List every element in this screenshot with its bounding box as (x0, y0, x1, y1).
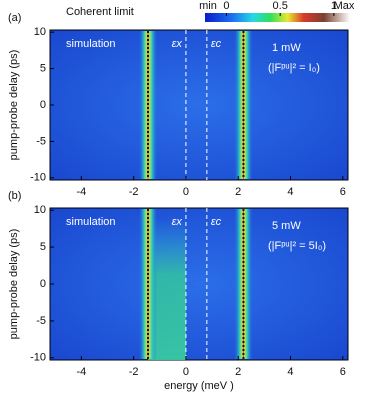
annotation-sub: (|Fᵖᵘ|² = 5I₀) (268, 240, 326, 252)
x-tick-label: 6 (340, 186, 346, 198)
y-tick-label: 5 (40, 62, 46, 74)
colorbar-max-label: Max (334, 0, 355, 12)
y-tick-label: -10 (30, 172, 46, 184)
resonance-band (234, 209, 253, 359)
y-tick-label: 0 (40, 99, 46, 111)
x-tick-label: 2 (235, 186, 241, 198)
marker-label: εx (172, 38, 183, 50)
chart-title: Coherent limit (66, 6, 134, 18)
annotation: 1 mW (272, 42, 301, 54)
x-tick-label: -4 (76, 366, 86, 378)
y-tick-label: 5 (40, 241, 46, 253)
y-tick-label: -5 (36, 135, 46, 147)
series-label: simulation (66, 38, 116, 50)
x-tick-label: 2 (235, 366, 241, 378)
colorbar (205, 13, 350, 22)
y-axis-label: pump-probe delay (ps) (8, 50, 20, 161)
x-tick-label: -2 (129, 186, 139, 198)
panel-label: (b) (8, 190, 21, 202)
y-tick-label: -5 (36, 315, 46, 327)
y-tick-label: -10 (30, 352, 46, 364)
colorbar-tick-label: 0.5 (273, 0, 288, 12)
marker-label: εx (172, 216, 183, 228)
y-tick-label: 10 (34, 204, 46, 216)
annotation-sub: (|Fᵖᵘ|² = I₀) (268, 62, 320, 74)
y-tick-label: 10 (34, 26, 46, 38)
x-tick-label: 4 (287, 366, 293, 378)
x-tick-label: 6 (340, 366, 346, 378)
x-tick-label: -4 (76, 186, 86, 198)
y-axis-label: pump-probe delay (ps) (8, 229, 20, 340)
x-axis-label: energy (meV ) (164, 380, 234, 392)
heatmap-background (49, 207, 349, 361)
resonance-band (139, 209, 158, 359)
x-tick-label: 0 (183, 186, 189, 198)
marker-label: εc (211, 38, 222, 50)
colorbar-tick-label: 0 (223, 0, 229, 12)
colorbar-min-label: min (199, 0, 217, 12)
heatmap-background (49, 29, 349, 181)
annotation: 5 mW (272, 220, 301, 232)
x-tick-label: 0 (183, 366, 189, 378)
colorbar-tick-label: 1 (331, 0, 337, 12)
marker-label: εc (211, 216, 222, 228)
x-tick-label: 4 (287, 186, 293, 198)
panel-label: (a) (8, 12, 21, 24)
y-tick-label: 0 (40, 278, 46, 290)
series-label: simulation (66, 216, 116, 228)
x-tick-label: -2 (129, 366, 139, 378)
